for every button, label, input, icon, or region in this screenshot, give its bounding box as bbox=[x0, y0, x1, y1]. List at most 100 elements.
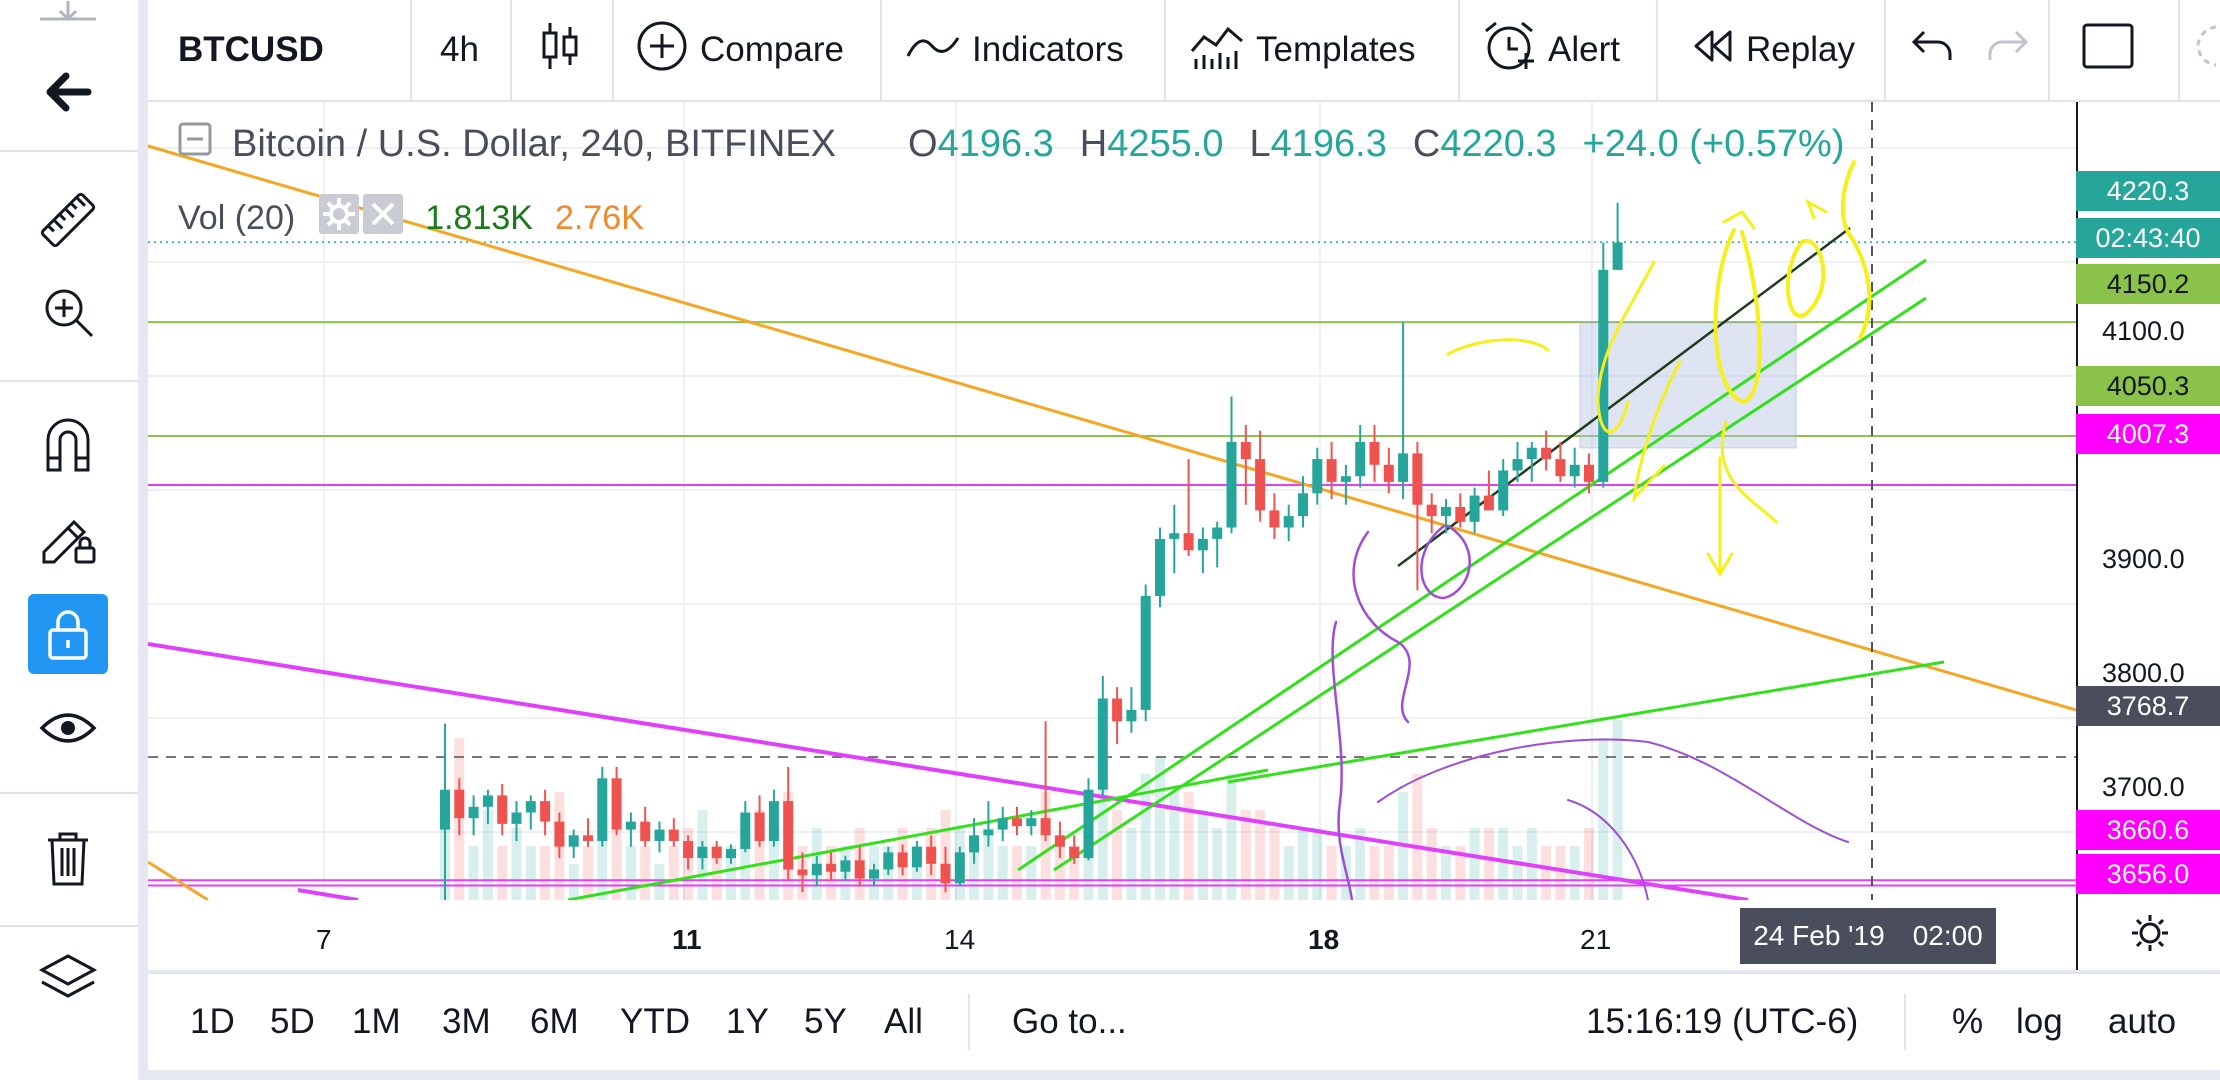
templates-button[interactable]: Templates bbox=[1190, 0, 1416, 100]
square-icon bbox=[2082, 23, 2134, 78]
settings-gear-icon[interactable] bbox=[319, 194, 360, 243]
volume-bar bbox=[1555, 846, 1566, 900]
candle-body bbox=[1269, 510, 1280, 528]
candle-body bbox=[954, 852, 965, 884]
toolbar-divider bbox=[0, 792, 138, 794]
chart-settings-button[interactable] bbox=[2076, 900, 2220, 970]
range-1d[interactable]: 1D bbox=[190, 1002, 235, 1041]
volume-bar bbox=[997, 846, 1008, 900]
range-ytd[interactable]: YTD bbox=[620, 1002, 690, 1041]
time-tick: 7 bbox=[316, 924, 332, 955]
candle-body bbox=[1612, 242, 1623, 270]
volume-bar bbox=[1197, 810, 1208, 900]
compare-label: Compare bbox=[700, 30, 844, 69]
volume-bar bbox=[1584, 828, 1594, 900]
volume-bar bbox=[1426, 828, 1437, 900]
volume-bar bbox=[1369, 846, 1380, 900]
candle-body bbox=[1040, 818, 1051, 836]
crosshair-time-badge: 24 Feb '19 02:00 bbox=[1740, 908, 1996, 964]
candle-body bbox=[768, 801, 779, 841]
pencil-lock-icon[interactable] bbox=[28, 496, 108, 576]
price-chart[interactable] bbox=[148, 102, 2076, 900]
candle-body bbox=[1240, 442, 1251, 460]
volume-bar bbox=[1541, 846, 1552, 900]
zoom-in-icon[interactable] bbox=[28, 272, 108, 352]
ruler-icon[interactable] bbox=[28, 180, 108, 260]
remove-close-icon[interactable] bbox=[363, 194, 404, 243]
eye-icon[interactable] bbox=[28, 688, 108, 768]
candle-body bbox=[1312, 459, 1323, 494]
log-scale-toggle[interactable]: log bbox=[2016, 1002, 2063, 1041]
range-5d[interactable]: 5D bbox=[270, 1002, 315, 1041]
range-6m[interactable]: 6M bbox=[530, 1002, 579, 1041]
snapshot-button[interactable] bbox=[2194, 0, 2218, 100]
bottom-divider bbox=[1904, 994, 1906, 1050]
range-3m[interactable]: 3M bbox=[442, 1002, 491, 1041]
yellow-annotation bbox=[1713, 228, 1762, 405]
range-all[interactable]: All bbox=[884, 1002, 923, 1041]
layers-icon[interactable] bbox=[28, 940, 108, 1020]
auto-scale-toggle[interactable]: auto bbox=[2108, 1002, 2177, 1041]
templates-icon bbox=[1190, 21, 1244, 80]
volume-bar bbox=[1240, 810, 1251, 900]
undo-button[interactable] bbox=[1910, 0, 1954, 100]
volume-value: 1.813K bbox=[425, 199, 533, 237]
time-axis[interactable]: 7 11 14 18 21 24 Feb '19 02:00 bbox=[148, 900, 2076, 970]
magnet-icon[interactable] bbox=[28, 404, 108, 484]
add-circle-icon bbox=[636, 20, 688, 81]
purple-annotation bbox=[1331, 620, 1354, 900]
volume-bar bbox=[1112, 810, 1123, 900]
volume-bar bbox=[1441, 846, 1451, 900]
compare-button[interactable]: Compare bbox=[636, 0, 844, 100]
goto-button[interactable]: Go to... bbox=[1012, 1002, 1127, 1041]
trend-line-green bbox=[1053, 296, 1927, 872]
candle-body bbox=[1598, 269, 1609, 482]
candle-body bbox=[1183, 533, 1194, 551]
indicators-button[interactable]: Indicators bbox=[906, 0, 1124, 100]
volume-bar bbox=[611, 828, 622, 900]
alert-button[interactable]: Alert bbox=[1482, 0, 1620, 100]
candle-body bbox=[1126, 709, 1137, 722]
trash-icon[interactable] bbox=[28, 818, 108, 898]
open-label: O bbox=[908, 122, 938, 165]
range-1m[interactable]: 1M bbox=[352, 1002, 401, 1041]
clock-timezone[interactable]: 15:16:19 (UTC-6) bbox=[1586, 1002, 1859, 1041]
candle-body bbox=[1326, 459, 1337, 482]
chart-pane[interactable]: Bitcoin / U.S. Dollar, 240, BITFINEX O 4… bbox=[148, 102, 2220, 970]
volume-bar bbox=[1040, 792, 1051, 900]
drag-handle-icon[interactable] bbox=[28, 0, 108, 42]
crosshair-date: 24 Feb '19 bbox=[1753, 920, 1885, 951]
percent-scale-toggle[interactable]: % bbox=[1952, 1002, 1984, 1041]
time-tick: 18 bbox=[1308, 924, 1340, 955]
candle-body bbox=[1569, 464, 1580, 477]
volume-bar bbox=[1140, 774, 1151, 900]
replay-button[interactable]: Replay bbox=[1690, 0, 1855, 100]
candle-body bbox=[640, 821, 651, 841]
candle-body bbox=[625, 821, 636, 830]
change-value: +24.0 (+0.57%) bbox=[1582, 122, 1845, 165]
toolbar-divider bbox=[2178, 0, 2180, 100]
purple-annotation bbox=[1567, 799, 1649, 900]
low-label: L bbox=[1249, 122, 1271, 165]
volume-bar bbox=[740, 828, 751, 900]
trend-line-green bbox=[1227, 660, 1945, 784]
redo-button[interactable] bbox=[1986, 0, 2030, 100]
volume-bar bbox=[969, 846, 980, 900]
candle-body bbox=[1426, 504, 1437, 517]
back-arrow-icon[interactable] bbox=[28, 52, 108, 132]
candle-body bbox=[1212, 527, 1223, 539]
volume-bar bbox=[768, 828, 779, 900]
alarm-clock-icon bbox=[1482, 19, 1536, 82]
indicators-label: Indicators bbox=[972, 30, 1124, 69]
chart-type-button[interactable] bbox=[540, 0, 580, 100]
level-badge-3656: 3656.0 bbox=[2076, 854, 2220, 894]
range-1y[interactable]: 1Y bbox=[726, 1002, 769, 1041]
lock-drawings-icon[interactable] bbox=[28, 594, 108, 674]
time-tick: 21 bbox=[1580, 924, 1612, 955]
collapse-icon[interactable] bbox=[178, 122, 212, 166]
interval-button[interactable]: 4h bbox=[440, 0, 479, 100]
range-5y[interactable]: 5Y bbox=[804, 1002, 847, 1041]
candle-body bbox=[668, 829, 679, 841]
symbol-button[interactable]: BTCUSD bbox=[178, 0, 324, 100]
fullscreen-button[interactable] bbox=[2082, 0, 2134, 100]
